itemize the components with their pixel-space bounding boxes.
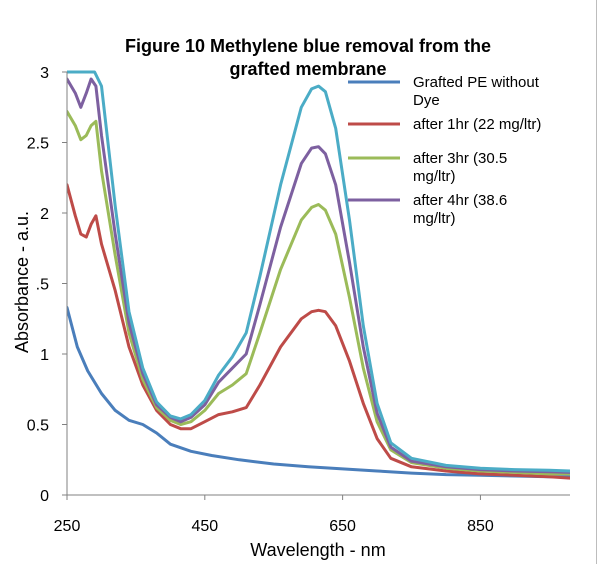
plot-area xyxy=(67,70,570,480)
y-tick-label: 2.5 xyxy=(27,136,49,153)
y-tick-label: 3 xyxy=(40,65,49,82)
y-tick-label: 2 xyxy=(40,206,49,223)
y-tick-label: 0 xyxy=(40,488,49,505)
series-line-2 xyxy=(67,183,570,480)
y-axis-label: Absorbance - a.u. xyxy=(12,211,32,353)
legend-label-3: after 3hr (30.5 xyxy=(413,150,507,167)
legend-label-2: after 1hr (22 mg/ltr) xyxy=(413,116,541,133)
x-axis-label: Wavelength - nm xyxy=(250,540,385,560)
series-line-1 xyxy=(67,306,570,479)
legend-label-3: mg/ltr) xyxy=(413,168,456,185)
y-tick-label: 0.5 xyxy=(27,418,49,435)
x-tick-label: 650 xyxy=(329,518,356,535)
axes: 0 0.5 1 .5 2 2.5 3 250 450 650 850 xyxy=(27,65,570,535)
chart-title-line-1: Figure 10 Methylene blue removal from th… xyxy=(125,36,491,56)
chart-title-line-2: grafted membrane xyxy=(229,59,386,79)
x-tick-label: 850 xyxy=(467,518,494,535)
x-tick-label: 450 xyxy=(191,518,218,535)
x-tick-label: 250 xyxy=(54,518,81,535)
series-line-3 xyxy=(67,110,570,476)
legend-label-1: Grafted PE without xyxy=(413,74,540,91)
legend-label-4: after 4hr (38.6 xyxy=(413,192,507,209)
y-tick-label: 1 xyxy=(40,347,49,364)
legend-label-1: Dye xyxy=(413,92,440,109)
series-line-5 xyxy=(67,70,570,473)
legend-label-4: mg/ltr) xyxy=(413,210,456,227)
series-line-4 xyxy=(67,77,570,474)
y-tick-label: .5 xyxy=(36,277,49,294)
